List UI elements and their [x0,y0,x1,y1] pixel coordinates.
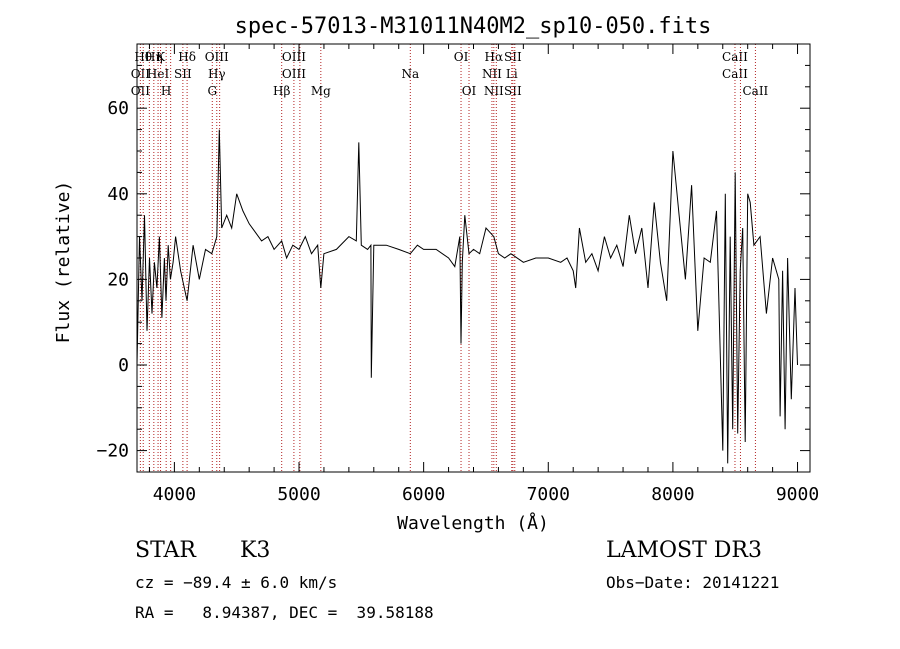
y-tick-label: −20 [96,441,129,462]
line-label: H [161,84,171,98]
x-tick-label: 6000 [402,484,445,505]
line-label: OII [131,67,151,81]
line-label: OII [131,84,151,98]
line-label: OI [454,50,469,64]
plot-frame [136,43,811,473]
coordinates: RA = 8.94387, DEC = 39.58188 [135,603,434,622]
line-label: OIII [205,50,229,64]
line-label: Hβ [273,84,290,98]
spectral-line-markers: OIIOIIHθHηHeIKHSIIHδGOIIIHγHβOIIIOIIIMgN… [131,44,769,472]
line-label: HeI [147,67,170,81]
object-subclass: K3 [240,538,271,563]
line-label: Hα [485,50,504,64]
survey-name: LAMOST DR3 [606,538,762,563]
line-label: NII [482,67,502,81]
line-label: SII [174,67,192,81]
line-label: Hδ [178,50,196,64]
line-label: SII [504,50,522,64]
x-tick-label: 5000 [277,484,320,505]
line-label: OIII [282,67,306,81]
line-label: Hθ [134,50,152,64]
chart-title: spec-57013-M31011N40M2_sp10-050.fits [235,14,712,39]
y-tick-label: 0 [118,355,129,376]
redshift-cz: cz = −89.4 ± 6.0 km/s [135,573,338,592]
observation-date: Obs−Date: 20141221 [606,573,780,592]
x-tick-label: 4000 [153,484,196,505]
line-label: Li [506,67,518,81]
line-label: OI [462,84,477,98]
y-tick-label: 20 [107,269,129,290]
x-tick-label: 7000 [527,484,570,505]
line-label: CaII [722,50,748,64]
x-tick-label: 9000 [776,484,819,505]
line-label: SII [504,84,522,98]
axis-ticks: 4000 5000 6000 7000 8000 9000 −20 0 20 40 60 [96,43,819,505]
line-label: Mg [311,84,331,98]
spectrum-series-line [136,129,798,464]
line-label: CaII [722,67,748,81]
y-axis-label: Flux (relative) [53,181,74,344]
line-label: OIII [282,50,306,64]
y-tick-label: 60 [107,98,129,119]
x-axis-label: Wavelength (Å) [397,512,549,534]
line-label: K [156,50,166,64]
line-label: Na [401,67,419,81]
x-tick-label: 8000 [651,484,694,505]
line-label: G [207,84,217,98]
line-label: Hγ [208,67,226,81]
line-label: CaII [742,84,768,98]
object-class: STAR [135,538,196,563]
y-tick-label: 40 [107,184,129,205]
line-label: NII [484,84,504,98]
